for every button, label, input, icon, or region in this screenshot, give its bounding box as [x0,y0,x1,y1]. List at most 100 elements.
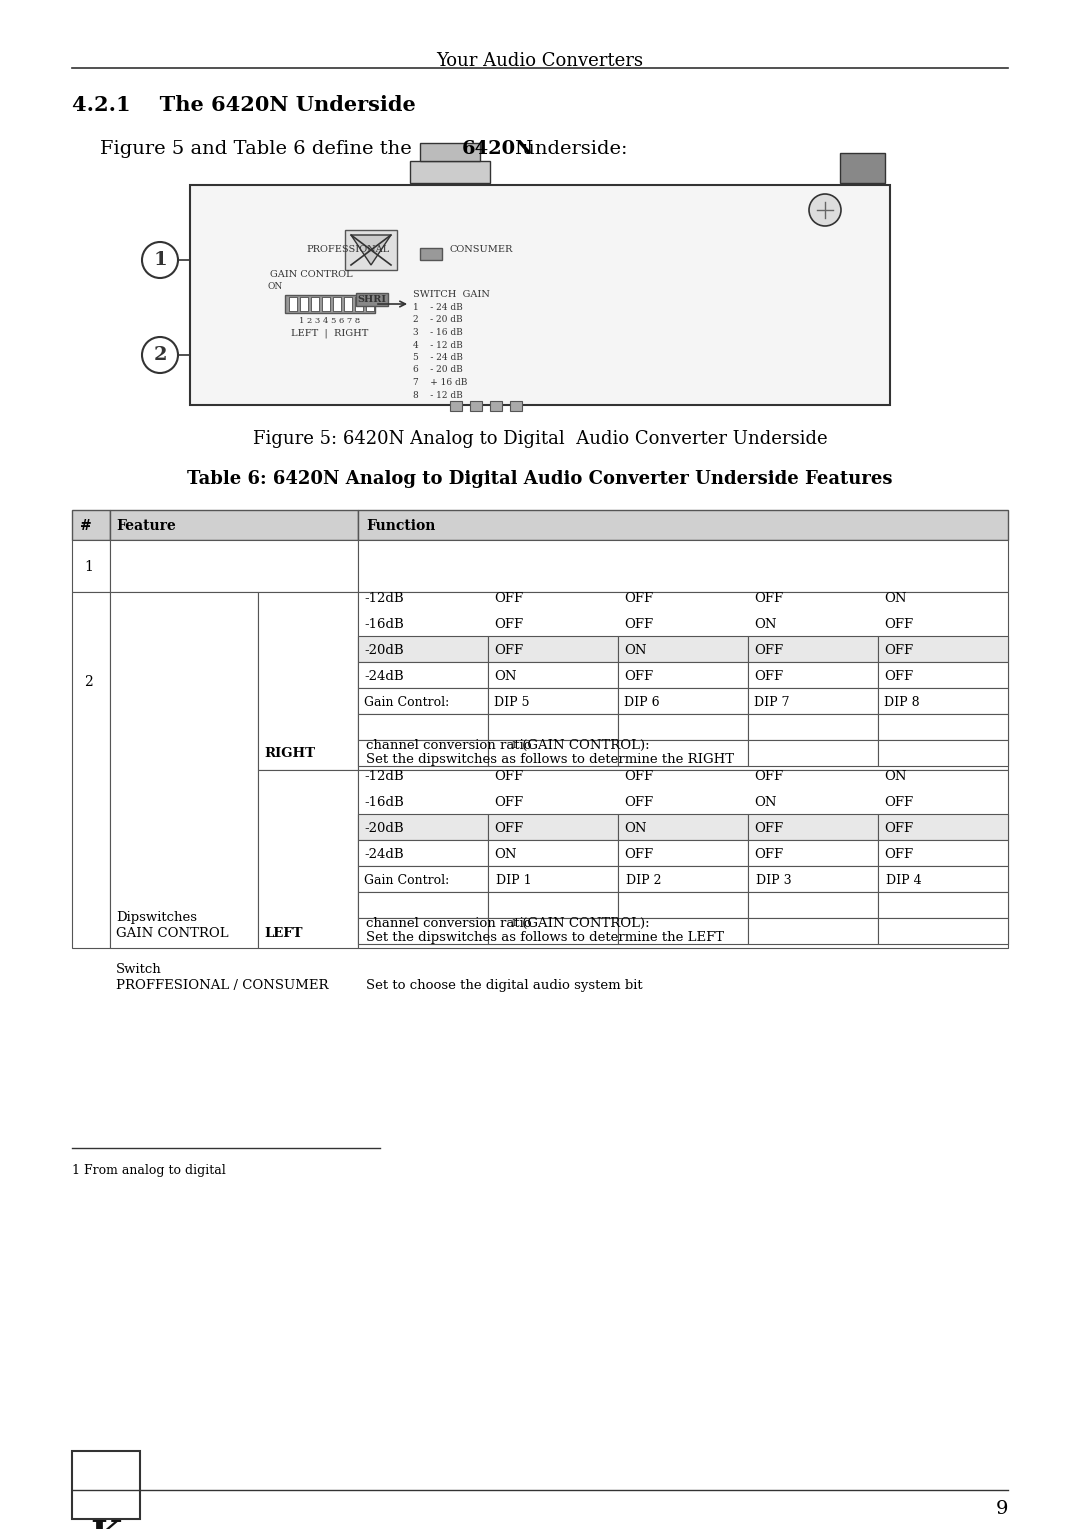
Bar [420,248,442,260]
Text: ON: ON [885,592,906,604]
Text: RIGHT: RIGHT [264,748,315,760]
Bar [72,511,110,540]
Bar [878,813,1008,839]
Text: ON: ON [268,281,283,291]
Text: 3    - 16 dB: 3 - 16 dB [413,329,462,336]
Bar [488,636,618,662]
Bar [488,917,618,943]
Text: #: # [80,518,92,534]
Bar [357,714,488,740]
Text: 6    - 20 dB: 6 - 20 dB [413,365,462,375]
Text: 9: 9 [996,1500,1008,1518]
Bar [748,688,878,714]
Text: DIP 8: DIP 8 [885,696,920,708]
Bar [748,636,878,662]
Bar [748,714,878,740]
Text: ON: ON [624,821,647,835]
Text: 7    + 16 dB: 7 + 16 dB [413,378,468,387]
Bar [110,592,258,948]
Circle shape [141,336,178,373]
Bar [357,540,1008,592]
Bar [618,662,748,688]
Bar [748,891,878,917]
Text: 8    - 12 dB: 8 - 12 dB [413,390,462,399]
Text: 4.2.1    The 6420N Underside: 4.2.1 The 6420N Underside [72,95,416,115]
Text: Gain Control:: Gain Control: [364,696,449,708]
Text: -24dB: -24dB [364,847,404,861]
Bar [450,401,462,411]
Text: 1: 1 [84,560,93,573]
Text: 1: 1 [511,742,517,751]
Bar [878,662,1008,688]
Polygon shape [351,235,391,265]
Text: -16dB: -16dB [364,618,404,630]
Bar [748,662,878,688]
Bar [618,688,748,714]
Bar [618,636,748,662]
Bar [488,891,618,917]
Text: 6420N: 6420N [462,141,534,157]
Text: Figure 5 and Table 6 define the: Figure 5 and Table 6 define the [100,141,418,157]
Text: K: K [91,1518,122,1529]
Text: ON: ON [754,795,777,809]
Bar [357,511,1008,540]
Bar [748,839,878,865]
Text: 1    - 24 dB: 1 - 24 dB [413,303,462,312]
Text: PROFESSIONAL: PROFESSIONAL [307,245,390,254]
Text: DIP 3: DIP 3 [756,873,792,887]
Text: OFF: OFF [885,644,913,656]
Bar [300,297,308,310]
Bar [357,917,488,943]
Bar [488,813,618,839]
Bar [357,592,1008,771]
Text: OFF: OFF [885,670,913,682]
Text: OFF: OFF [885,847,913,861]
Text: OFF: OFF [494,618,523,630]
Text: OFF: OFF [885,821,913,835]
Text: Switch: Switch [116,963,162,976]
Text: CONSUMER: CONSUMER [450,245,513,254]
Bar [72,540,110,592]
Text: 1 From analog to digital: 1 From analog to digital [72,1164,226,1177]
Bar [878,865,1008,891]
Text: 1: 1 [153,251,167,269]
Bar [748,740,878,766]
Bar [289,297,297,310]
Text: OFF: OFF [624,618,653,630]
Text: Set to choose the digital audio system bit: Set to choose the digital audio system b… [366,979,643,992]
Text: -16dB: -16dB [364,795,404,809]
Bar [748,865,878,891]
Bar [618,917,748,943]
Bar [110,511,357,540]
Bar [878,636,1008,662]
Text: underside:: underside: [516,141,627,157]
Text: -12dB: -12dB [364,769,404,783]
Bar [618,865,748,891]
Text: OFF: OFF [494,795,523,809]
Bar [878,688,1008,714]
Bar [510,401,522,411]
Text: Table 6: 6420N Analog to Digital Audio Converter Underside Features: Table 6: 6420N Analog to Digital Audio C… [187,469,893,488]
Text: -24dB: -24dB [364,670,404,682]
Text: ON: ON [754,618,777,630]
Bar [190,185,890,405]
Text: DIP 5: DIP 5 [494,696,529,708]
Text: DIP 4: DIP 4 [886,873,921,887]
Text: OFF: OFF [624,670,653,682]
Bar [420,144,480,161]
Bar [357,688,488,714]
Text: GAIN CONTROL: GAIN CONTROL [116,927,229,940]
Text: OFF: OFF [494,592,523,604]
Bar [618,839,748,865]
Bar [748,917,878,943]
Bar [840,153,885,183]
Bar [618,813,748,839]
Text: ON: ON [624,644,647,656]
Text: OFF: OFF [494,821,523,835]
Text: Gain Control:: Gain Control: [364,873,449,887]
Text: Set the dipswitches as follows to determine the RIGHT: Set the dipswitches as follows to determ… [366,752,734,766]
Bar [333,297,341,310]
Text: channel conversion ratio: channel conversion ratio [366,739,531,752]
Bar [258,592,357,771]
Bar [878,714,1008,740]
